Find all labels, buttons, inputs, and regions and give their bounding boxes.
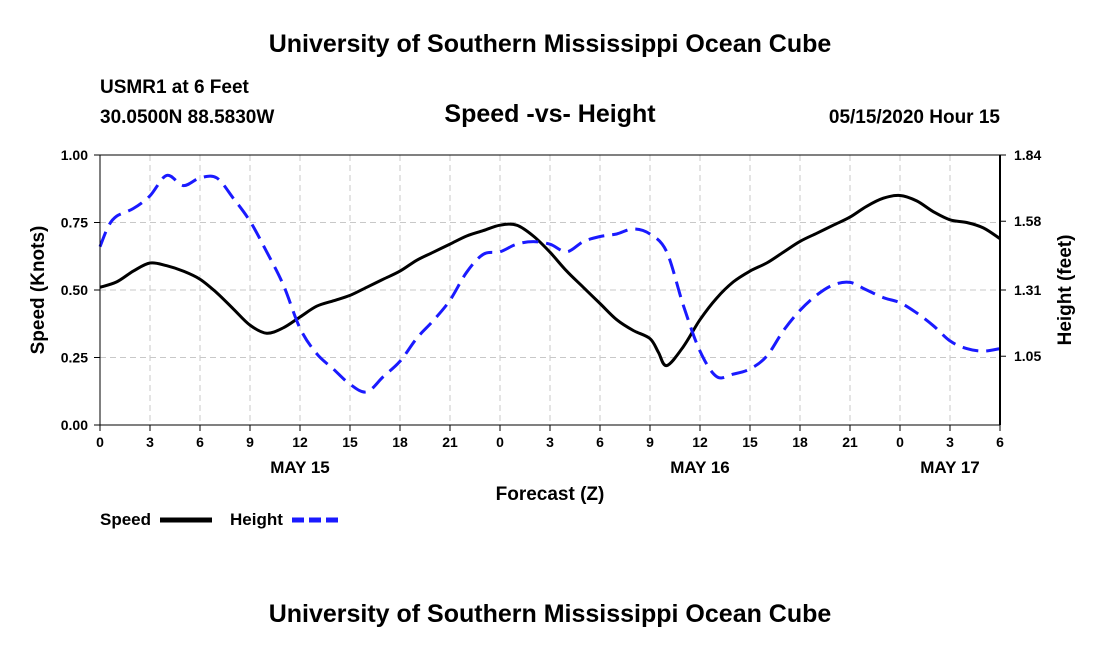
x-tick-label: 6: [596, 434, 604, 450]
y2-tick-label: 1.31: [1014, 282, 1041, 298]
x-tick-label: 6: [196, 434, 204, 450]
x-tick-label: 12: [292, 434, 308, 450]
grid-layer: [100, 155, 1000, 425]
x-tick-label: 9: [646, 434, 654, 450]
x-tick-label: 15: [742, 434, 758, 450]
footer-title: University of Southern Mississippi Ocean…: [268, 600, 832, 628]
y-tick-label: 0.00: [61, 417, 88, 433]
x-tick-label: 3: [946, 434, 954, 450]
y-axis-label: Speed (Knots): [28, 226, 49, 355]
x-tick-label: 0: [96, 434, 104, 450]
y2-tick-label: 1.58: [1014, 213, 1041, 229]
y-tick-label: 1.00: [61, 147, 88, 163]
y2-tick-label: 1.84: [1014, 147, 1041, 163]
axis-layer: 0 3 6 9 12 15 18 21 0 3 6 9 12 15 18 21 0 3 6 MAY 15 MAY 16 M…: [61, 147, 1042, 477]
x-tick-label: 9: [246, 434, 254, 450]
legend: Speed Height: [100, 510, 342, 529]
height-series-line: [98, 173, 1001, 394]
legend-speed-label: Speed: [100, 510, 151, 529]
legend-height-label: Height: [230, 510, 283, 529]
y-tick-label: 0.25: [61, 350, 88, 366]
x-tick-label: 18: [792, 434, 808, 450]
y2-axis-label: Height (feet): [1055, 235, 1076, 346]
y2-tick-label: 1.05: [1014, 348, 1041, 364]
coordinates-label: 30.0500N 88.5830W: [100, 107, 275, 128]
x-tick-label: 3: [546, 434, 554, 450]
header-title: University of Southern Mississippi Ocean…: [268, 30, 832, 58]
series-layer: [98, 173, 1001, 394]
x-tick-label: 21: [442, 434, 458, 450]
y-tick-label: 0.75: [61, 215, 88, 231]
x-tick-label: 21: [842, 434, 858, 450]
y-tick-label: 0.50: [61, 282, 88, 298]
x-tick-label: 6: [996, 434, 1004, 450]
speed-height-chart: 0 3 6 9 12 15 18 21 0 3 6 9 12 15 18 21 0 3 6 MAY 15 MAY 16 M…: [28, 147, 1076, 529]
x-tick-label: 12: [692, 434, 708, 450]
station-label: USMR1 at 6 Feet: [100, 77, 249, 98]
date-label: MAY 16: [670, 458, 730, 477]
x-axis-label: Forecast (Z): [496, 484, 605, 505]
x-tick-label: 0: [896, 434, 904, 450]
x-tick-label: 0: [496, 434, 504, 450]
x-tick-label: 15: [342, 434, 358, 450]
date-label: MAY 17: [920, 458, 980, 477]
x-tick-label: 18: [392, 434, 408, 450]
datetime-label: 05/15/2020 Hour 15: [828, 107, 1000, 128]
date-label: MAY 15: [270, 458, 330, 477]
chart-title: Speed -vs- Height: [444, 100, 656, 128]
x-tick-label: 3: [146, 434, 154, 450]
speed-series-line: [99, 193, 1001, 368]
